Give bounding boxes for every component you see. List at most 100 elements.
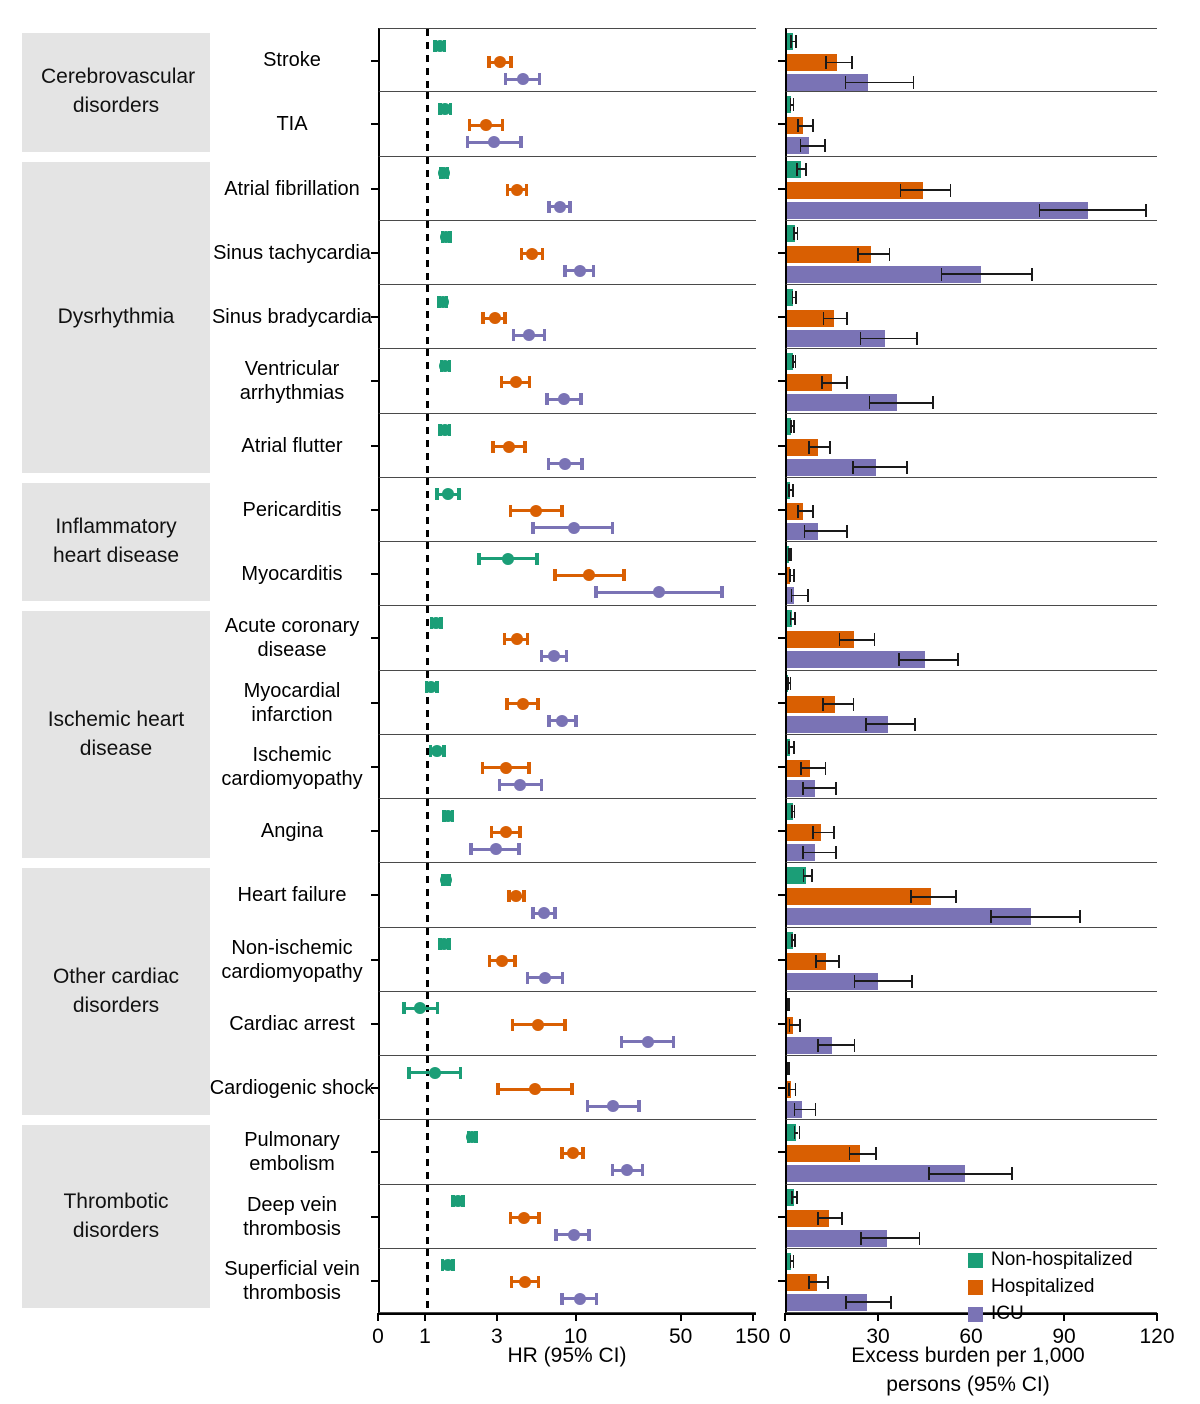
burden-ci-cap	[906, 460, 908, 474]
hr-reference-line	[426, 670, 429, 735]
hr-marker	[548, 650, 561, 663]
burden-row	[778, 220, 1157, 286]
burden-ci-cap	[790, 589, 793, 602]
ci-cap	[491, 440, 495, 453]
burden-bar	[787, 1252, 791, 1270]
burden-ci-cap	[808, 1275, 810, 1289]
burden-ci-cap	[796, 1190, 798, 1204]
outcome-label: Angina	[260, 820, 324, 843]
burden-bar	[787, 610, 792, 628]
ci-cap	[570, 1083, 574, 1095]
y-axis-tick	[371, 830, 380, 833]
outcome-label: Pericarditis	[242, 498, 342, 521]
burden-ci-cap	[822, 697, 824, 711]
ci-cap	[508, 1211, 513, 1224]
ci-cap	[500, 119, 504, 132]
burden-row	[778, 606, 1157, 671]
y-axis-tick	[371, 1215, 380, 1218]
ci-cap	[458, 1066, 463, 1079]
hr-marker	[558, 393, 570, 406]
burden-bar	[787, 201, 1088, 219]
burden-ci-cap	[868, 396, 871, 410]
burden-bar	[787, 289, 794, 306]
hr-axis-tick	[377, 1313, 379, 1321]
ci-cap	[587, 1228, 591, 1241]
hr-marker	[439, 102, 452, 115]
y-axis-tick	[371, 60, 380, 63]
ci-cap	[503, 73, 508, 85]
ci-cap	[547, 200, 551, 213]
burden-ci-cap	[800, 761, 802, 775]
ci-cap	[563, 264, 567, 277]
category-label: Ischemic heart disease	[47, 707, 185, 760]
burden-ci-line	[825, 61, 851, 64]
burden-bar	[787, 96, 791, 114]
category-label: Dysrhythmia	[57, 304, 175, 328]
burden-axis-tick	[784, 1313, 786, 1321]
y-axis-tick	[371, 765, 380, 768]
hr-marker	[496, 954, 509, 967]
burden-row	[778, 734, 1157, 800]
legend: Non-hospitalized Hospitalized ICU	[968, 1249, 1133, 1325]
forest-row	[371, 1056, 756, 1121]
burden-bar	[787, 1036, 832, 1054]
burden-ci-line	[793, 1108, 815, 1111]
burden-ci-line	[860, 1237, 919, 1239]
outcome-label: TIA	[276, 113, 308, 136]
forest-row	[371, 285, 756, 350]
burden-bar	[787, 224, 795, 242]
burden-ci-cap	[916, 332, 918, 345]
burden-ci-line	[791, 296, 795, 299]
burden-ci-line	[791, 1196, 797, 1198]
burden-ci-line	[822, 703, 853, 705]
burden-ci-cap	[792, 740, 795, 754]
hr-reference-line	[426, 991, 429, 1057]
burden-ci-cap	[792, 226, 795, 240]
burden-ci-cap	[797, 119, 799, 133]
hr-marker	[436, 295, 449, 308]
burden-ci-line	[815, 960, 839, 962]
burden-ci-line	[859, 337, 916, 340]
outcome-label: Myocardial infarction	[243, 679, 341, 726]
burden-ci-cap	[793, 805, 796, 818]
ci-cap	[527, 376, 532, 389]
y-axis-tick	[371, 1279, 380, 1282]
ci-cap	[545, 393, 549, 406]
burden-ci-cap	[853, 1038, 856, 1052]
burden-ci-line	[788, 489, 792, 492]
forest-row	[371, 1248, 756, 1314]
hr-marker	[466, 1130, 479, 1143]
burden-ci-cap	[829, 440, 831, 454]
burden-ci-line	[848, 1152, 876, 1155]
hr-marker	[488, 312, 501, 324]
burden-ci-cap	[795, 291, 797, 304]
hr-axis-line	[378, 1313, 756, 1315]
ci-cap	[531, 521, 535, 534]
ci-cap	[517, 843, 521, 855]
burden-ci-cap	[841, 1211, 843, 1225]
forest-row	[371, 991, 756, 1057]
burden-axis-tick	[877, 1313, 879, 1321]
burden-ci-cap	[990, 910, 993, 924]
y-axis-tick	[371, 1087, 380, 1090]
ci-cap	[619, 1035, 623, 1048]
ci-cap	[511, 329, 515, 341]
hr-marker	[567, 1228, 580, 1241]
legend-item: Hospitalized	[968, 1276, 1133, 1298]
burden-row	[778, 1184, 1157, 1249]
hr-axis-tick-label: 50	[669, 1325, 693, 1348]
hr-reference-line	[426, 92, 429, 157]
y-axis-tick	[371, 1151, 380, 1154]
burden-ci-line	[817, 1044, 854, 1047]
burden-ci-cap	[812, 504, 814, 518]
y-axis-tick	[778, 60, 787, 63]
outcome-label: Sinus tachycardia	[213, 241, 371, 264]
hr-marker	[566, 1147, 579, 1160]
ci-cap	[637, 1100, 641, 1112]
ci-cap	[546, 457, 551, 470]
burden-axis-tick	[1156, 1313, 1158, 1321]
burden-ci-cap	[787, 740, 790, 754]
burden-ci-cap	[801, 846, 804, 859]
burden-ci-line	[844, 81, 913, 84]
hr-marker	[519, 1275, 531, 1288]
